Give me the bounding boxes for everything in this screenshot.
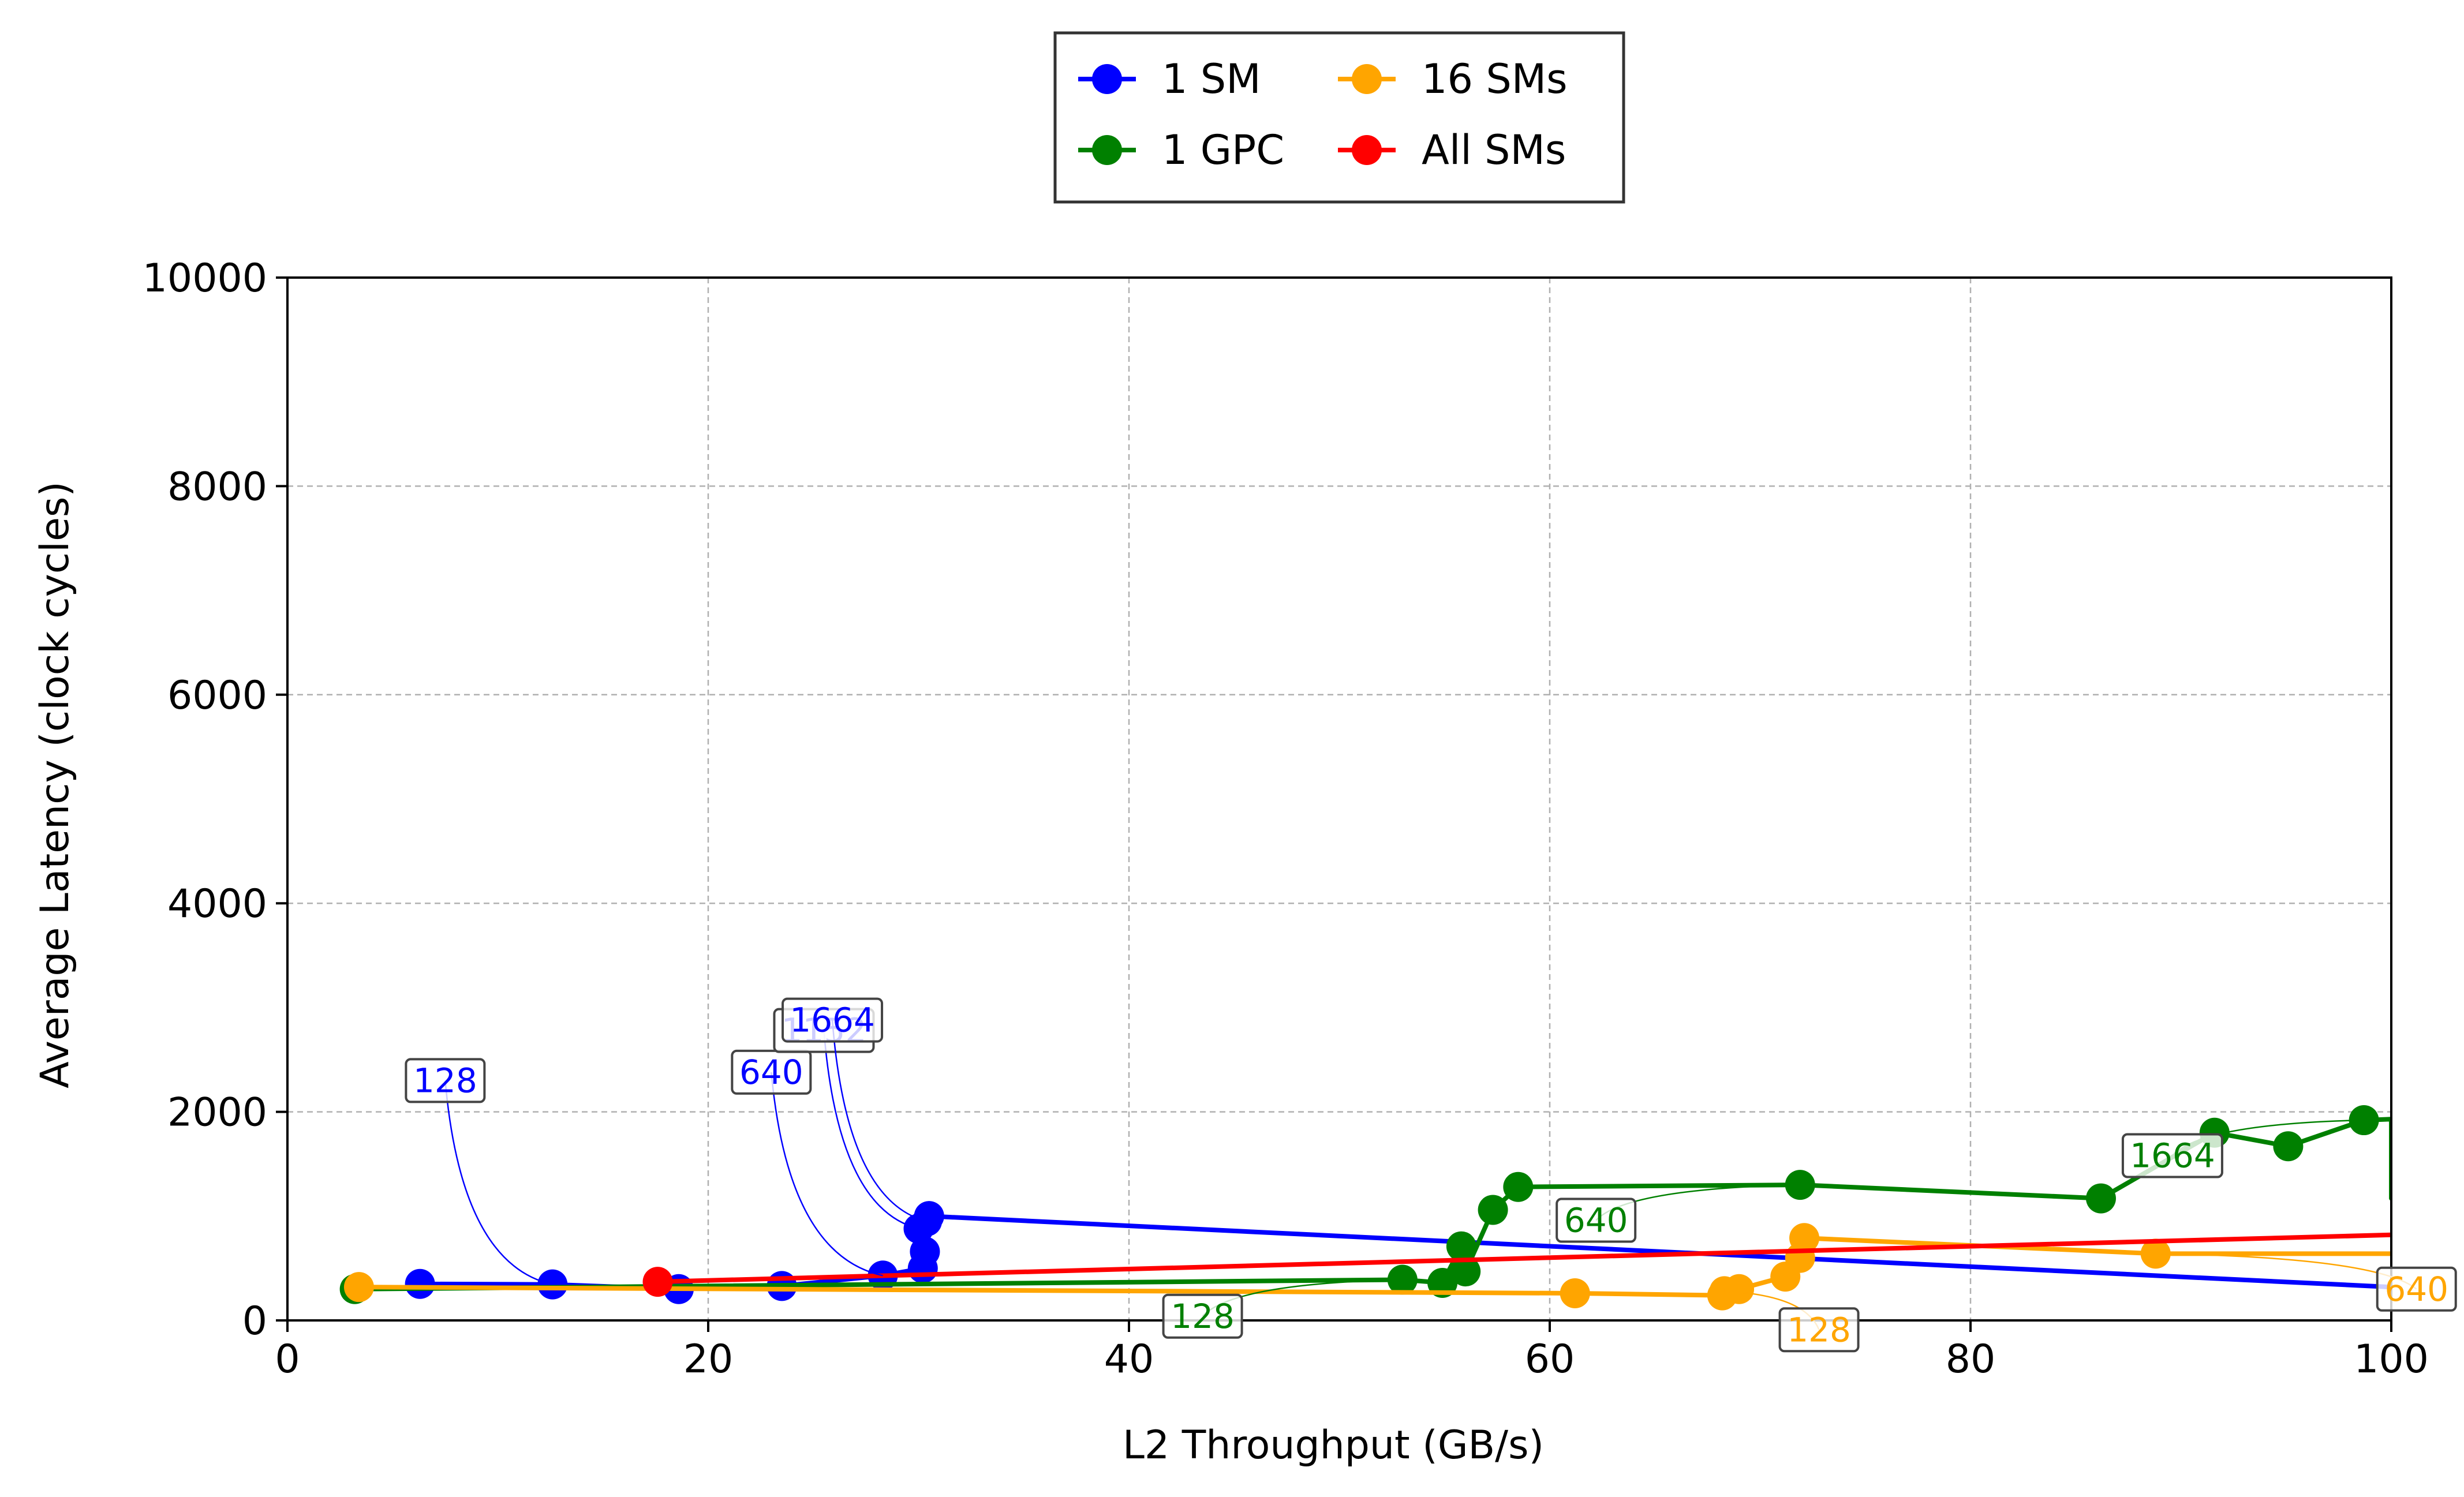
data-point <box>1450 1256 1481 1287</box>
data-point <box>343 1272 374 1303</box>
legend-item: All SMs <box>1338 126 1566 174</box>
legend-label: 1 SM <box>1162 55 1261 103</box>
annotation-label: 640 <box>2384 1270 2448 1309</box>
y-tick-label: 8000 <box>167 464 267 510</box>
y-tick-label: 4000 <box>167 881 267 927</box>
data-point <box>1503 1172 1534 1202</box>
annotation-box <box>1778 1307 1860 1353</box>
x-tick-label: 0 <box>275 1337 300 1382</box>
annotation-box <box>731 1049 812 1095</box>
y-tick-label: 6000 <box>167 673 267 718</box>
point-annotations: 128640115216641286401664128640 <box>405 997 2457 1353</box>
x-tick-label: 40 <box>1104 1337 1154 1382</box>
legend-item: 16 SMs <box>1338 55 1568 103</box>
data-point <box>1789 1223 1820 1253</box>
legend-box <box>1053 31 1625 204</box>
series-lines <box>339 1105 2391 1311</box>
series-3 <box>642 1232 2391 1297</box>
plot-frame <box>286 276 2392 1322</box>
annotation-label: 1664 <box>2130 1136 2215 1175</box>
legend-swatch-marker <box>1352 64 1382 94</box>
annotation-label: 128 <box>1787 1310 1851 1349</box>
axes: 0 20 40 60 80 100 0 2000 4000 6000 8000 10000 <box>143 256 2429 1382</box>
annotation-box <box>1556 1197 1637 1243</box>
x-tick-label: 20 <box>683 1337 734 1382</box>
legend-item: 1 SM <box>1078 55 1261 103</box>
annotation-box <box>782 997 884 1043</box>
annotation-label: 128 <box>413 1061 477 1100</box>
y-tick-label: 10000 <box>143 256 267 301</box>
legend-swatch-marker <box>1352 135 1382 165</box>
grid-lines <box>287 278 2391 1320</box>
annotation-box <box>1162 1293 1243 1339</box>
data-point <box>914 1201 944 1232</box>
y-tick-label: 0 <box>242 1298 267 1344</box>
annotation-connector <box>771 1072 883 1277</box>
annotation-label: 640 <box>1564 1201 1628 1240</box>
annotation-label: 640 <box>739 1053 803 1092</box>
annotation-box <box>2121 1133 2223 1178</box>
annotation-connector <box>831 1020 928 1222</box>
y-tick-label: 2000 <box>167 1090 267 1136</box>
legend-label: 16 SMs <box>1422 55 1568 103</box>
x-axis-label: L2 Throughput (GB/s) <box>1123 1423 1544 1468</box>
data-point <box>1560 1278 1590 1309</box>
legend-label: All SMs <box>1422 126 1566 174</box>
annotation-connector <box>823 1030 919 1230</box>
x-tick-label: 100 <box>2354 1337 2429 1382</box>
legend: 1 SM 1 GPC 16 SMs All SMs <box>1053 31 1625 204</box>
data-point <box>405 1268 435 1299</box>
legend-label: 1 GPC <box>1162 126 1284 174</box>
y-axis-label: Average Latency (clock cycles) <box>32 481 78 1088</box>
data-point <box>910 1236 940 1267</box>
annotation-box <box>405 1058 486 1103</box>
x-tick-label: 60 <box>1525 1337 1575 1382</box>
legend-swatch-marker <box>1092 135 1122 165</box>
legend-swatch-marker <box>1092 64 1122 94</box>
data-point <box>1478 1195 1508 1225</box>
annotation-label: 1664 <box>790 1001 875 1040</box>
data-point <box>2085 1183 2116 1214</box>
legend-item: 1 GPC <box>1078 126 1284 174</box>
annotation-connector <box>444 1080 553 1285</box>
annotation-box <box>2376 1266 2457 1312</box>
x-tick-label: 80 <box>1946 1337 1996 1382</box>
annotation-label: 128 <box>1171 1297 1235 1336</box>
data-point <box>1724 1274 1755 1304</box>
series-line <box>657 1232 2391 1285</box>
data-point <box>2349 1105 2379 1136</box>
data-point <box>1446 1231 1476 1262</box>
data-point <box>2273 1131 2304 1162</box>
data-point <box>642 1267 673 1297</box>
